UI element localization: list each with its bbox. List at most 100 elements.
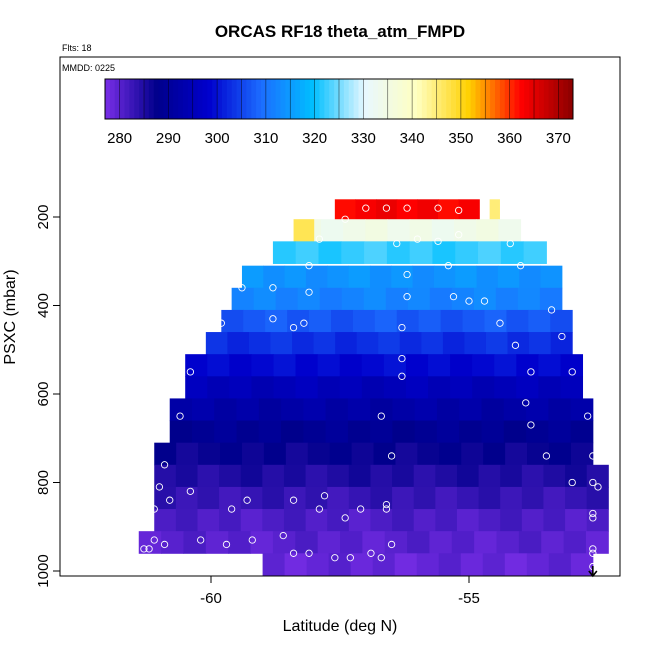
heatmap-cell — [191, 398, 215, 422]
colorbar-segment — [197, 79, 203, 119]
heatmap-cell — [455, 241, 479, 264]
colorbar-segment — [304, 79, 311, 119]
heatmap-cell — [348, 486, 371, 510]
data-point — [516, 262, 525, 270]
colorbar-segment — [226, 79, 233, 119]
heatmap-cell — [518, 531, 542, 554]
heatmap-cell — [339, 376, 363, 399]
heatmap-cell — [348, 509, 371, 532]
heatmap-cell — [305, 464, 328, 488]
heatmap-cell — [285, 442, 309, 466]
heatmap-cell — [347, 420, 371, 444]
heatmap-cell — [550, 332, 573, 355]
data-point — [403, 292, 411, 301]
y-tick-label: 200 — [35, 204, 52, 229]
y-tick-label: 600 — [35, 381, 52, 406]
data-point — [594, 483, 602, 491]
heatmap-cell — [292, 332, 315, 355]
heatmap-cell — [407, 287, 431, 311]
heatmap-cell — [214, 420, 238, 444]
colorbar-ticks: 280 290 300 310 320 330 340 350 360 370 — [107, 79, 571, 147]
data-point — [387, 452, 396, 460]
heatmap-cell — [409, 219, 433, 242]
flights-annotation: Flts: 18 — [62, 43, 92, 53]
colorbar-segment — [524, 79, 530, 119]
heatmap-cell — [585, 531, 609, 554]
heatmap-cell — [317, 354, 341, 377]
heatmap-cell — [498, 219, 522, 242]
heatmap-cell — [251, 376, 274, 399]
colorbar-segment — [421, 79, 428, 119]
heatmap-cell — [352, 309, 376, 333]
heatmap-cell — [526, 420, 549, 444]
heatmap-cell — [435, 464, 458, 488]
measurement-points — [140, 204, 602, 578]
colorbar-segment — [241, 79, 247, 119]
data-point — [160, 540, 169, 549]
heatmap-cell — [570, 442, 594, 466]
heatmap-cell — [154, 464, 177, 488]
heatmap-cell — [455, 265, 478, 289]
heatmap-cell — [548, 398, 572, 422]
colorbar-segment — [207, 79, 213, 119]
colorbar-segment — [363, 79, 369, 119]
heatmap-cell — [458, 199, 480, 222]
heatmap-cell — [456, 464, 480, 488]
chart-title: ORCAS RF18 theta_atm_FMPD — [215, 22, 465, 41]
data-point — [356, 505, 365, 513]
heatmap-cell — [327, 486, 350, 510]
heatmap-cell — [175, 509, 198, 532]
heatmap-cell — [454, 219, 477, 242]
data-point — [320, 492, 329, 500]
heatmap-cell — [221, 309, 244, 333]
heatmap-cell — [405, 376, 429, 399]
colorbar-segment — [509, 79, 515, 119]
colorbar-segment — [158, 79, 164, 119]
heatmap-cell — [370, 509, 393, 532]
heatmap-cell — [478, 241, 502, 264]
colorbar-segment — [109, 79, 116, 119]
heatmap-cell — [295, 376, 319, 399]
heatmap-cell — [229, 354, 252, 377]
heatmap-cell — [407, 531, 430, 554]
colorbar-segment — [451, 79, 457, 119]
heatmap-cell — [436, 398, 460, 422]
heatmap-cell — [543, 509, 566, 532]
heatmap-cell — [506, 309, 529, 333]
heatmap-cell — [563, 531, 587, 554]
heatmap-cell — [460, 553, 484, 576]
colorbar-segment — [387, 79, 394, 119]
heatmap-cell — [570, 553, 594, 576]
heatmap-cell — [413, 486, 436, 510]
colorbar-segment — [300, 79, 306, 119]
data-point — [434, 237, 442, 245]
heatmap-cell — [305, 486, 328, 510]
colorbar-segment — [212, 79, 218, 119]
heatmap-cell — [503, 398, 527, 422]
heatmap-cell — [364, 241, 388, 264]
heatmap-cell — [295, 241, 319, 264]
data-point — [331, 554, 339, 562]
data-point — [558, 332, 566, 341]
heatmap-cell — [421, 332, 444, 355]
data-point — [382, 505, 391, 513]
data-point — [522, 399, 530, 407]
colorbar-segment — [358, 79, 364, 119]
heatmap-cell — [586, 486, 609, 510]
heatmap-cell — [496, 531, 520, 554]
heatmap-cell — [154, 509, 177, 532]
heatmap-cell — [325, 398, 349, 422]
heatmap-cell — [376, 199, 398, 222]
heatmap-cell — [305, 265, 328, 289]
colorbar-segment — [187, 79, 194, 119]
heatmap-cell — [339, 354, 363, 377]
heatmap-cell — [405, 354, 429, 377]
heatmap-cell — [197, 509, 220, 532]
heatmap-cell — [497, 265, 520, 289]
colorbar-segment — [275, 79, 281, 119]
heatmap-cell — [500, 241, 525, 264]
colorbar — [104, 78, 574, 120]
data-point — [377, 412, 385, 420]
data-point — [176, 412, 184, 420]
